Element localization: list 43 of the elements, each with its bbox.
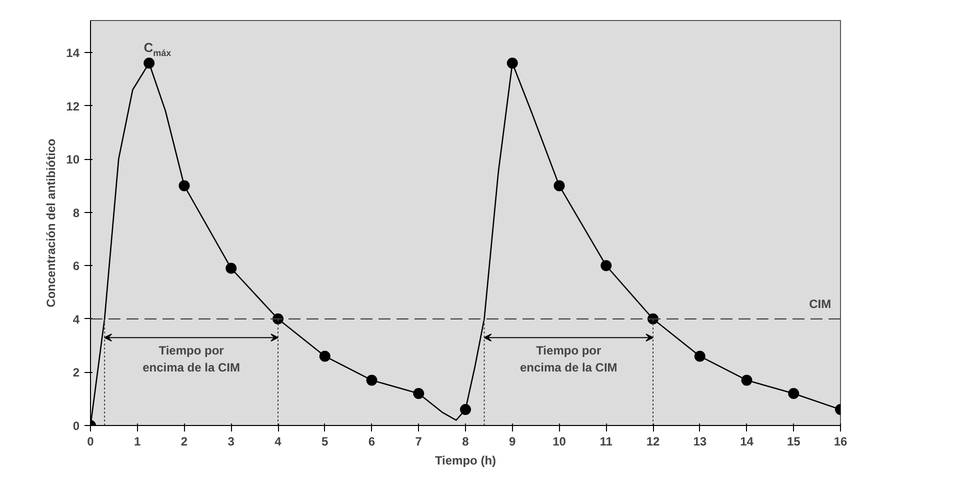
- annotation: Tiempo por encima de la CIM: [142, 344, 240, 374]
- point: [413, 388, 424, 400]
- x-tick-label: 16: [834, 434, 848, 448]
- point: [694, 350, 706, 362]
- x-tick-label: 4: [274, 434, 282, 448]
- y-tick-label: 2: [72, 366, 80, 380]
- point: [319, 350, 330, 362]
- point: [788, 388, 800, 400]
- y-axis-title: Concentración del antibiótico: [44, 138, 58, 308]
- x-tick-label: 7: [415, 434, 422, 448]
- x-tick-label: 9: [509, 434, 516, 448]
- y-tick-label: 10: [66, 152, 80, 167]
- x-tick-label: 12: [646, 434, 660, 448]
- x-tick-label: 5: [322, 434, 329, 448]
- x-tick-label: 1: [134, 434, 142, 448]
- y-tick-label: 14: [66, 46, 80, 60]
- annotation: Tiempo por encima de la CIM: [520, 344, 618, 374]
- point: [506, 58, 518, 69]
- y-tick-label: 12: [66, 99, 80, 114]
- y-tick-label: 4: [72, 312, 80, 326]
- x-tick-label: 2: [180, 434, 188, 448]
- x-tick-label: 14: [740, 434, 754, 448]
- x-tick-label: 15: [786, 434, 801, 448]
- x-tick-label: 0: [87, 434, 94, 448]
- y-tick-label: 6: [72, 259, 80, 274]
- point: [366, 374, 378, 386]
- x-tick-label: 8: [462, 434, 470, 448]
- point: [460, 404, 471, 416]
- y-tick-label: 0: [72, 419, 80, 433]
- point: [144, 58, 155, 69]
- point: [226, 262, 237, 274]
- ref-line-label: CIM: [809, 296, 832, 311]
- point: [741, 374, 752, 386]
- x-tick-label: 13: [693, 434, 707, 448]
- x-axis-title: Tiempo (h): [434, 454, 496, 468]
- x-tick-label: 10: [552, 434, 566, 448]
- point: [554, 180, 565, 192]
- point: [600, 260, 612, 272]
- x-tick-label: 11: [600, 434, 613, 448]
- x-tick-label: 6: [368, 434, 376, 448]
- y-tick-label: 8: [72, 206, 80, 220]
- x-tick-label: 3: [228, 434, 235, 448]
- point: [178, 180, 190, 192]
